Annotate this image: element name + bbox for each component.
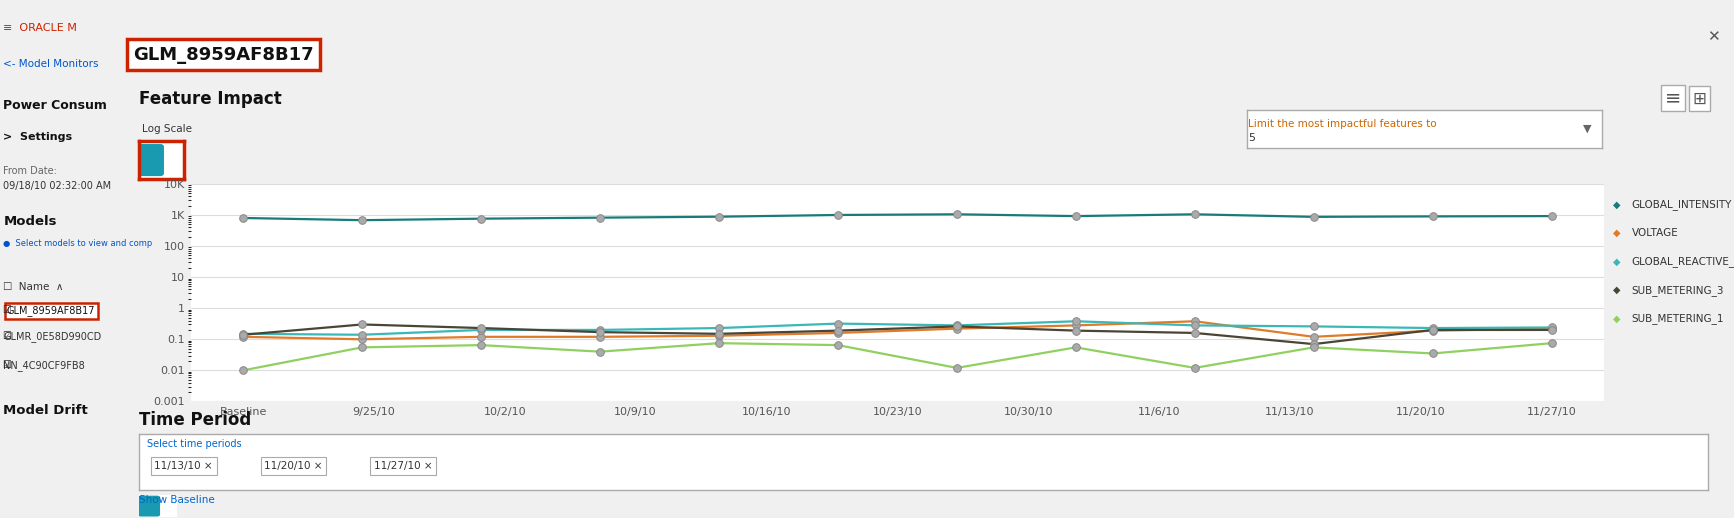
Text: ☑: ☑ — [2, 306, 10, 315]
Text: GLM_8959AF8B17: GLM_8959AF8B17 — [134, 46, 314, 64]
Text: ≡  ORACLE M: ≡ ORACLE M — [3, 23, 78, 33]
Text: 11/27/10 ×: 11/27/10 × — [375, 461, 434, 471]
Text: Model Drift: Model Drift — [3, 405, 88, 418]
Text: ⊞: ⊞ — [1692, 90, 1706, 108]
Text: >  Settings: > Settings — [3, 132, 73, 142]
Text: SUB_METERING_1: SUB_METERING_1 — [1632, 313, 1724, 324]
Text: VOLTAGE: VOLTAGE — [1632, 228, 1679, 238]
Text: 11/20/10 ×: 11/20/10 × — [264, 461, 323, 471]
Text: NN_4C90CF9FB8: NN_4C90CF9FB8 — [3, 360, 85, 371]
Text: GLM_8959AF8B17: GLM_8959AF8B17 — [7, 306, 95, 316]
FancyBboxPatch shape — [139, 496, 160, 516]
Text: ▼: ▼ — [1583, 124, 1592, 134]
Text: 11/13/10 ×: 11/13/10 × — [154, 461, 213, 471]
Text: ◆: ◆ — [1613, 228, 1620, 238]
Text: GLOBAL_INTENSITY: GLOBAL_INTENSITY — [1632, 199, 1732, 210]
Text: ≡: ≡ — [1665, 89, 1680, 108]
Text: ◆: ◆ — [1613, 313, 1620, 324]
Text: ◆: ◆ — [1613, 285, 1620, 295]
Text: ☑: ☑ — [2, 360, 10, 370]
Text: 09/18/10 02:32:00 AM: 09/18/10 02:32:00 AM — [3, 181, 111, 191]
Text: Power Consum: Power Consum — [3, 99, 108, 112]
Text: Limit the most impactful features to: Limit the most impactful features to — [1248, 119, 1437, 129]
Text: Time Period: Time Period — [139, 411, 251, 429]
Text: ◆: ◆ — [1613, 256, 1620, 267]
Text: ☐  Name  ∧: ☐ Name ∧ — [3, 282, 64, 292]
FancyBboxPatch shape — [137, 144, 165, 176]
Text: GLOBAL_REACTIVE_POWER: GLOBAL_REACTIVE_POWER — [1632, 256, 1734, 267]
Text: ☑: ☑ — [2, 332, 10, 341]
Text: ✕: ✕ — [1708, 30, 1720, 45]
Text: Models: Models — [3, 215, 57, 228]
Text: From Date:: From Date: — [3, 166, 57, 176]
Text: SUB_METERING_3: SUB_METERING_3 — [1632, 284, 1724, 296]
Text: GLMR_0E58D990CD: GLMR_0E58D990CD — [3, 332, 102, 342]
Text: Log Scale: Log Scale — [142, 124, 192, 134]
Text: ●  Select models to view and comp: ● Select models to view and comp — [3, 239, 153, 248]
Text: 5: 5 — [1248, 133, 1255, 143]
Text: ◆: ◆ — [1613, 199, 1620, 210]
Text: Select time periods: Select time periods — [147, 439, 241, 449]
Text: Show Baseline: Show Baseline — [139, 496, 215, 506]
Text: <- Model Monitors: <- Model Monitors — [3, 60, 99, 69]
Text: Feature Impact: Feature Impact — [139, 90, 281, 108]
